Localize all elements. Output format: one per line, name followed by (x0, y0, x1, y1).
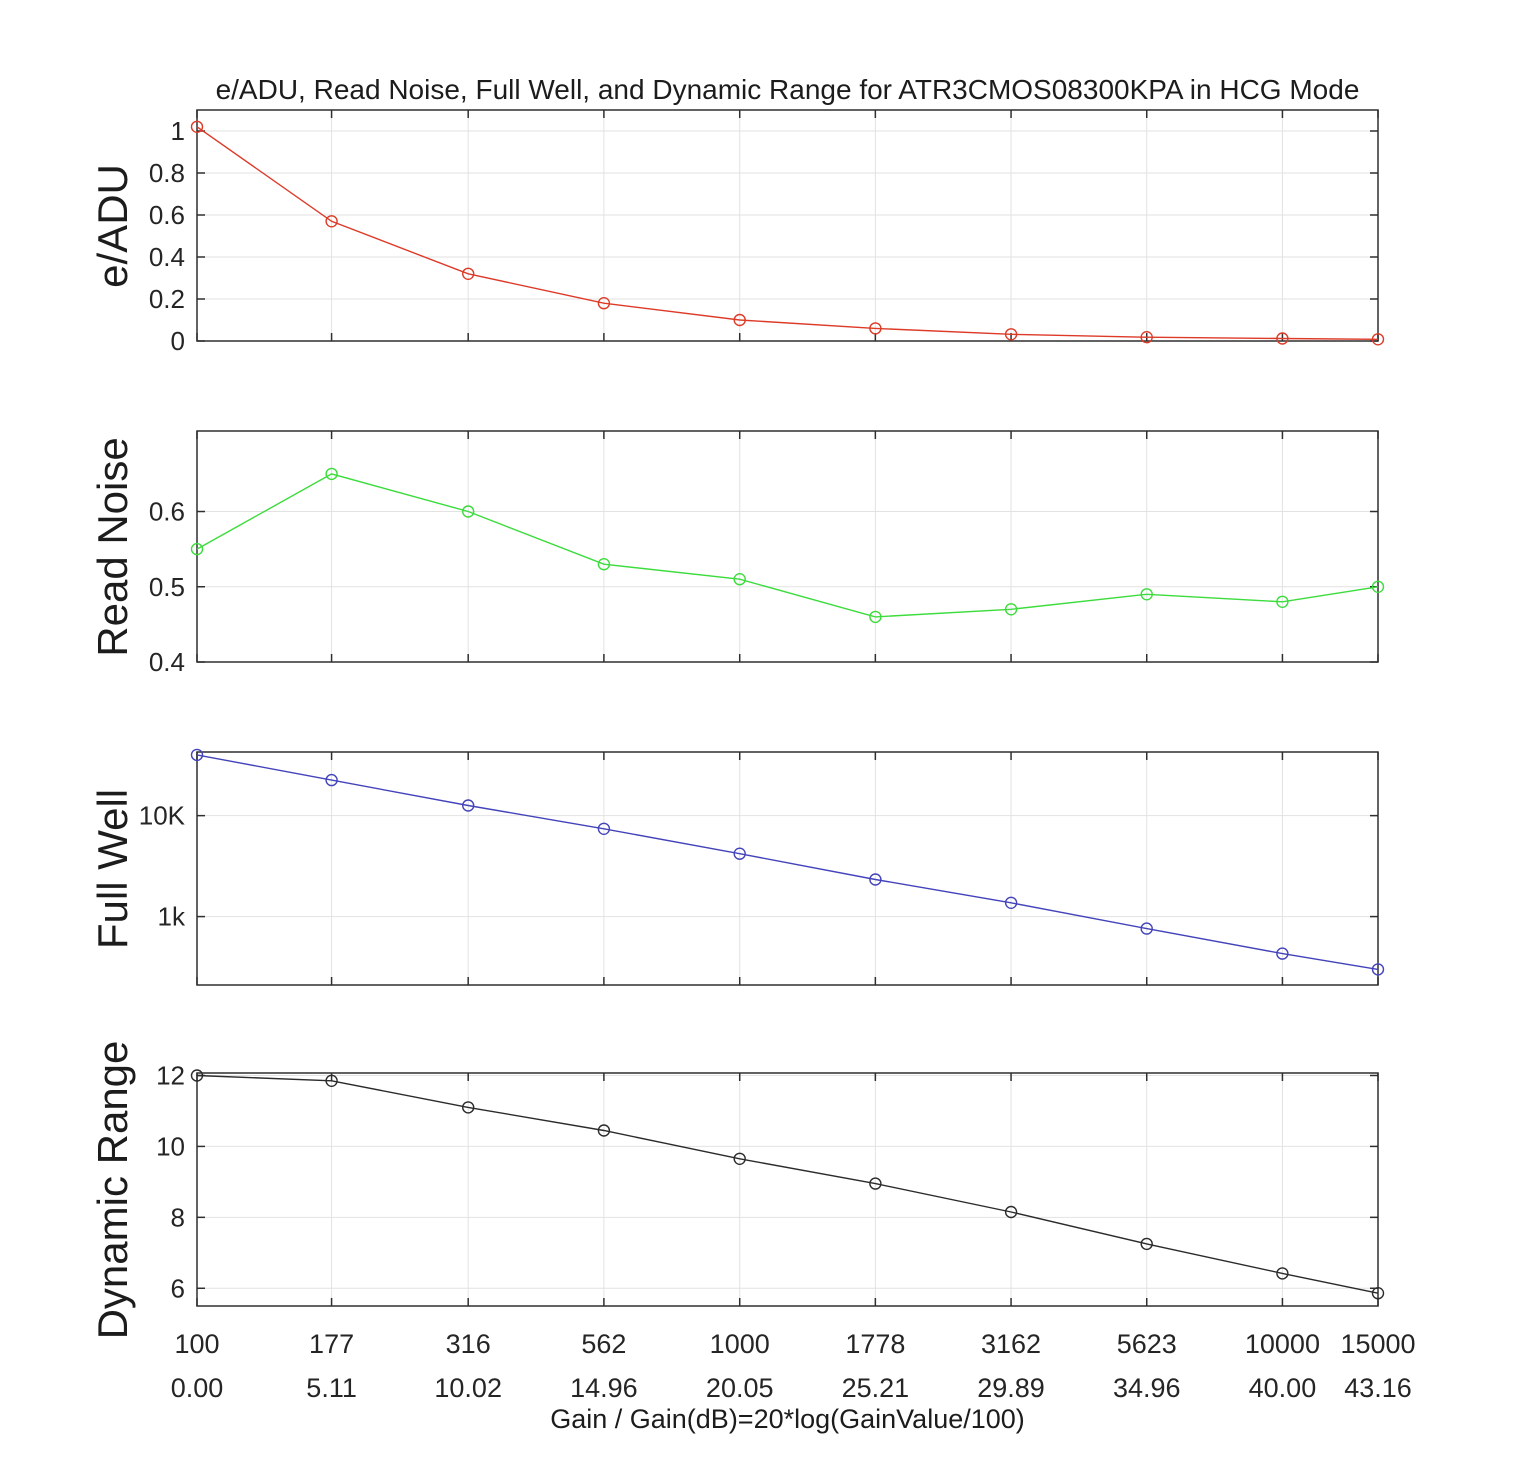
x-tick-label-gain: 1000 (710, 1329, 770, 1359)
data-point-marker-dynamic-range (1140, 1237, 1153, 1251)
y-tick-label: 0.6 (149, 497, 185, 527)
y-tick-label: 8 (171, 1202, 185, 1232)
x-tick-label-gain: 5623 (1117, 1329, 1177, 1359)
y-tick-label: 10K (139, 801, 186, 831)
data-point-marker-dynamic-range (1004, 1205, 1018, 1219)
y-tick-label: 0 (171, 326, 185, 356)
data-point-marker-e-adu (733, 313, 746, 327)
data-point-marker-read-noise (597, 558, 611, 571)
data-point-marker-e-adu (325, 215, 338, 228)
x-axis-label: Gain / Gain(dB)=20*log(GainValue/100) (550, 1404, 1025, 1434)
x-tick-label-db: 10.02 (434, 1373, 502, 1403)
data-point-marker-e-adu (1371, 333, 1385, 346)
data-point-marker-read-noise (325, 467, 338, 481)
axes-frame (196, 109, 1379, 342)
axes-frame (196, 1072, 1379, 1307)
data-point-marker-full-well (733, 847, 746, 860)
data-point-marker-read-noise (1004, 603, 1018, 616)
y-axis-label-read-noise: Read Noise (89, 437, 136, 657)
data-point-marker-full-well (597, 822, 611, 835)
y-tick-label: 6 (171, 1273, 185, 1303)
data-point-marker-read-noise (1371, 580, 1385, 593)
x-tick-label-gain: 1778 (845, 1329, 905, 1359)
y-tick-label: 0.4 (149, 647, 185, 677)
x-tick-label-db: 14.96 (570, 1373, 638, 1403)
data-point-marker-e-adu (597, 297, 611, 310)
x-tick-label-db: 40.00 (1249, 1373, 1317, 1403)
x-tick-label-gain: 177 (309, 1329, 354, 1359)
y-tick-label: 10 (156, 1131, 185, 1161)
data-point-marker-read-noise (462, 505, 475, 518)
data-point-marker-dynamic-range (733, 1152, 746, 1166)
data-point-marker-full-well (1371, 963, 1385, 976)
data-point-marker-full-well (1276, 947, 1289, 960)
data-point-marker-dynamic-range (325, 1074, 338, 1088)
y-axis-label-e-adu: e/ADU (89, 164, 136, 288)
data-point-marker-dynamic-range (869, 1177, 882, 1190)
y-axis-label-dynamic-range: Dynamic Range (89, 1040, 136, 1340)
data-point-marker-e-adu (190, 120, 204, 134)
y-tick-label: 0.2 (149, 284, 185, 314)
y-tick-label: 0.6 (149, 200, 185, 230)
data-point-marker-full-well (462, 799, 475, 812)
data-point-marker-e-adu (1276, 332, 1289, 345)
data-point-marker-full-well (190, 748, 204, 762)
x-tick-label-gain: 100 (174, 1329, 219, 1359)
data-point-marker-e-adu (1140, 331, 1153, 344)
series-line-full-well (196, 754, 1379, 971)
x-tick-label-gain: 15000 (1340, 1329, 1415, 1359)
series-line-read-noise (196, 473, 1379, 618)
data-point-marker-full-well (1004, 896, 1018, 909)
x-tick-label-gain: 316 (446, 1329, 491, 1359)
x-tick-label-db: 5.11 (306, 1373, 357, 1403)
x-tick-label-db: 34.96 (1113, 1373, 1181, 1403)
y-tick-label: 0.4 (149, 242, 185, 272)
x-tick-label-db: 0.00 (171, 1373, 224, 1403)
y-axis-label-full-well: Full Well (89, 788, 136, 950)
y-tick-label: 1k (158, 902, 186, 932)
data-point-marker-dynamic-range (462, 1101, 475, 1114)
y-tick-label: 0.8 (149, 158, 185, 188)
data-point-marker-read-noise (733, 573, 746, 586)
data-point-marker-full-well (325, 773, 338, 787)
y-tick-label: 0.5 (149, 572, 185, 602)
chart-title: e/ADU, Read Noise, Full Well, and Dynami… (215, 74, 1360, 105)
data-point-marker-e-adu (1004, 328, 1018, 341)
data-point-marker-read-noise (869, 610, 882, 624)
series-line-dynamic-range (196, 1074, 1379, 1294)
axes-frame (196, 751, 1379, 986)
x-tick-label-db: 29.89 (977, 1373, 1045, 1403)
data-point-marker-dynamic-range (1371, 1286, 1385, 1300)
data-point-marker-e-adu (462, 267, 475, 280)
x-tick-label-gain: 562 (581, 1329, 626, 1359)
data-point-marker-read-noise (1276, 595, 1289, 608)
data-point-marker-e-adu (869, 322, 882, 335)
y-tick-label: 1 (171, 116, 185, 146)
data-point-marker-dynamic-range (597, 1124, 611, 1137)
data-point-marker-full-well (869, 873, 882, 886)
x-tick-label-db: 20.05 (706, 1373, 774, 1403)
y-tick-label: 12 (156, 1060, 185, 1090)
x-tick-label-gain: 10000 (1245, 1329, 1320, 1359)
series-line-e-adu (196, 126, 1379, 340)
axes-frame (196, 430, 1379, 663)
x-tick-label-db: 43.16 (1344, 1373, 1412, 1403)
x-tick-label-db: 25.21 (842, 1373, 910, 1403)
data-point-marker-read-noise (1140, 588, 1153, 601)
data-point-marker-full-well (1140, 922, 1153, 935)
data-point-marker-dynamic-range (190, 1069, 204, 1082)
data-point-marker-dynamic-range (1276, 1267, 1289, 1280)
data-point-marker-read-noise (190, 542, 204, 556)
x-tick-label-gain: 3162 (981, 1329, 1041, 1359)
